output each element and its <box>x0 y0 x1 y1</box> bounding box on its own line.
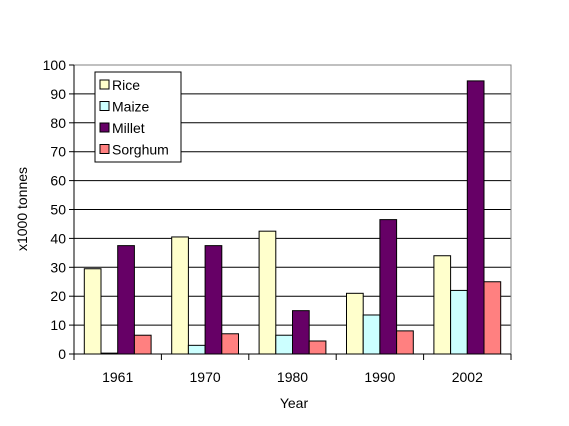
bar-maize-1980 <box>275 334 293 355</box>
y-tick-label: 90 <box>50 86 66 102</box>
y-tick-label: 60 <box>50 173 66 189</box>
bar-sorghum-2002 <box>483 281 502 355</box>
y-tick-label: 10 <box>50 317 66 333</box>
bar-rice-1961 <box>83 268 102 355</box>
y-tick-labels: 0 10 20 30 40 50 60 70 80 90 100 <box>43 57 74 362</box>
y-axis-title: x1000 tonnes <box>14 167 30 251</box>
y-tick-label: 50 <box>50 202 66 218</box>
bar-sorghum-1970 <box>221 333 240 355</box>
legend-swatch-sorghum <box>99 144 110 154</box>
bar-millet-1970 <box>204 245 223 355</box>
x-tick-label: 1970 <box>190 369 221 385</box>
y-tick-label: 100 <box>43 57 67 73</box>
bar-rice-1970 <box>171 236 189 355</box>
bar-millet-2002 <box>466 80 485 355</box>
y-tick-label: 0 <box>58 346 66 362</box>
legend-label-rice: Rice <box>112 77 140 93</box>
x-axis-title: Year <box>280 395 309 411</box>
y-tick-label: 80 <box>50 115 66 131</box>
bar-sorghum-1961 <box>133 334 152 355</box>
y-tick-label: 40 <box>50 230 66 246</box>
legend-swatch-maize <box>99 101 110 111</box>
legend-label-millet: Millet <box>112 120 145 136</box>
legend-swatch-rice <box>99 79 110 90</box>
x-tick-labels: 1961 1970 1980 1990 2002 <box>73 354 512 385</box>
legend: Rice Maize Millet Sorghum <box>94 71 182 163</box>
x-tick-label: 1961 <box>102 369 133 385</box>
bar-maize-2002 <box>450 289 468 355</box>
x-tick-label: 1990 <box>364 369 395 385</box>
bar-maize-1990 <box>362 314 381 355</box>
legend-label-sorghum: Sorghum <box>112 142 169 158</box>
bar-millet-1961 <box>117 245 135 355</box>
bar-rice-1990 <box>346 292 364 355</box>
bar-millet-1980 <box>292 310 310 355</box>
bars <box>83 80 502 355</box>
y-tick-label: 20 <box>50 288 66 304</box>
bar-rice-2002 <box>433 255 452 355</box>
y-tick-label: 30 <box>50 259 66 275</box>
x-tick-label: 1980 <box>277 369 308 385</box>
y-tick-label: 70 <box>50 144 66 160</box>
x-tick-label: 2002 <box>452 369 483 385</box>
bar-sorghum-1980 <box>308 340 327 355</box>
legend-swatch-millet <box>99 122 110 133</box>
bar-sorghum-1990 <box>396 330 414 355</box>
bar-maize-1970 <box>187 344 206 355</box>
legend-label-maize: Maize <box>112 99 150 115</box>
bar-rice-1980 <box>258 230 277 355</box>
bar-millet-1990 <box>379 219 398 355</box>
